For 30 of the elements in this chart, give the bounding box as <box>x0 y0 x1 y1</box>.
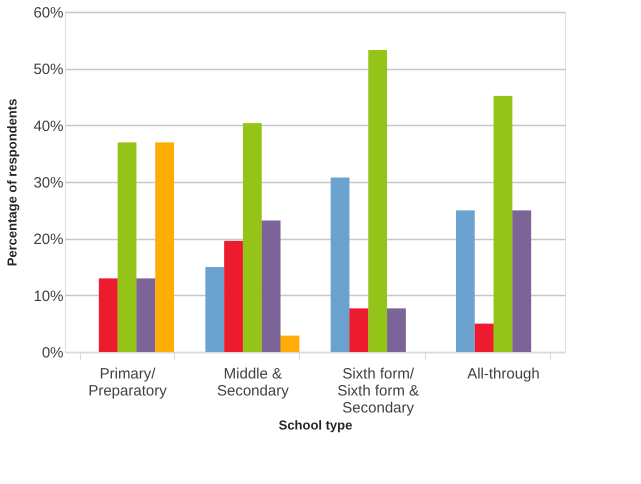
x-tick-label: Middle & Secondary <box>216 366 290 400</box>
bar <box>136 278 156 352</box>
bar <box>224 240 243 352</box>
y-tick-label: 50% <box>33 61 64 78</box>
bar <box>387 308 406 352</box>
x-tick-label: Sixth form/ Sixth form & Secondary <box>337 366 419 416</box>
x-tick-label: Primary/ Preparatory <box>88 366 168 400</box>
bar <box>280 336 300 352</box>
bar <box>494 96 512 352</box>
bar <box>98 278 118 352</box>
y-tick-label: 0% <box>42 344 64 362</box>
y-tick-label: 60% <box>33 4 64 22</box>
bar <box>118 142 136 352</box>
bar <box>368 50 388 352</box>
y-tick-label: 20% <box>33 231 64 248</box>
bar <box>205 267 224 352</box>
bar <box>349 308 368 352</box>
bar <box>155 142 174 352</box>
bar <box>474 324 494 352</box>
bar <box>262 220 281 352</box>
y-tick-label: 40% <box>33 118 64 135</box>
y-axis-title: Percentage of respondents <box>4 98 20 266</box>
bar <box>330 177 350 352</box>
x-tick-label: All-through <box>467 366 540 382</box>
bar <box>456 210 475 352</box>
y-tick-label: 10% <box>33 288 64 305</box>
y-tick-label: 30% <box>33 174 64 192</box>
bar <box>512 210 532 352</box>
bar <box>242 123 262 352</box>
x-axis-title: School type <box>278 418 352 432</box>
